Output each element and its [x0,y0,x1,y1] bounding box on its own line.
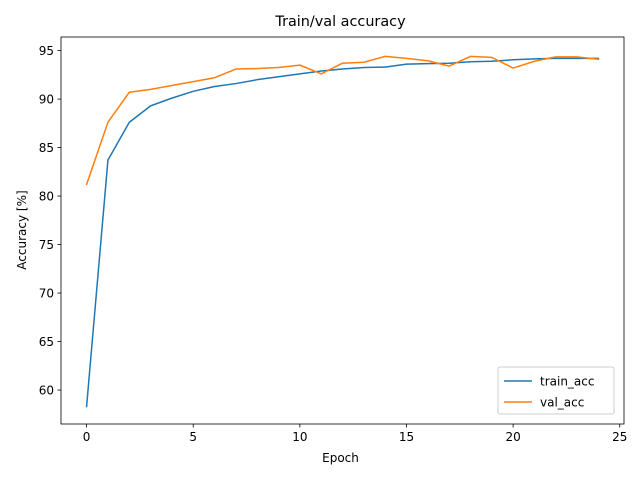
y-tick-label: 80 [39,189,54,203]
plot-area: 0 5 10 15 20 25 60 65 70 75 80 85 90 95 train_acc val_a… [39,36,627,444]
x-tick-label: 15 [399,430,414,444]
y-tick-label: 65 [39,335,54,349]
x-axis-label: Epoch [322,451,359,465]
y-tick-label: 75 [39,238,54,252]
x-tick-label: 20 [505,430,520,444]
y-tick-label: 85 [39,141,54,155]
chart-title: Train/val accuracy [274,14,406,30]
y-tick-label: 70 [39,286,54,300]
y-tick-label: 95 [39,44,54,58]
legend-label-train-acc: train_acc [540,374,594,388]
y-tick-label: 60 [39,383,54,397]
series-line-val-acc [85,55,600,186]
legend-label-val-acc: val_acc [540,395,584,409]
x-tick-label: 25 [612,430,627,444]
x-tick-label: 0 [83,430,91,444]
x-tick-label: 10 [292,430,307,444]
y-axis-label: Accuracy [%] [15,190,29,269]
series-line-train-acc [85,57,600,408]
axes-frame [60,36,625,425]
x-tick-label: 5 [189,430,197,444]
y-tick-label: 90 [39,92,54,106]
